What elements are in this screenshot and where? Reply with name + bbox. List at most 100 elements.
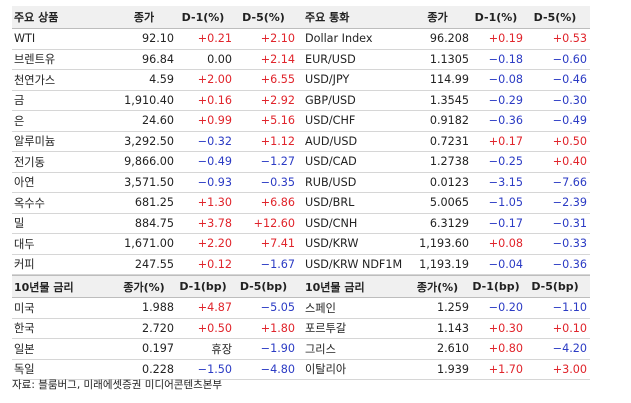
header-d5: D-5(bp) [239,280,288,293]
header-name: 주요 상품 [14,11,59,24]
table-row: 그리스 2.610 +0.80 −4.20 [301,339,590,360]
row-d5: −0.31 [552,216,587,230]
row-close: 1,910.40 [124,93,174,107]
row-d1: +2.00 [197,73,232,87]
table-row: 대두 1,671.00 +2.20 +7.41 [12,234,301,255]
row-d1: −0.18 [488,52,523,66]
row-d1: 0.00 [207,52,232,66]
header-close: 종가(%) [123,280,165,294]
row-d1: −0.25 [488,155,523,169]
row-d5: +1.12 [260,134,295,148]
header-d1: D-1(bp) [472,280,520,293]
table-row: USD/BRL 5.0065 −1.05 −2.39 [301,193,590,214]
header-d1: D-1(bp) [179,280,227,293]
header-close: 종가 [133,11,155,24]
row-close: 1,671.00 [124,237,174,251]
header-name: 10년물 금리 [14,280,74,294]
row-close: 1,193.60 [419,237,469,251]
row-name: 이탈리아 [305,363,347,377]
row-close: 9,866.00 [124,155,174,169]
table-row: GBP/USD 1.3545 −0.29 −0.30 [301,91,590,111]
table-row: EUR/USD 1.1305 −0.18 −0.60 [301,50,590,70]
row-d5: +0.50 [552,134,587,148]
row-d5: +2.92 [260,93,295,107]
table-header: 10년물 금리 종가(%) D-1(bp) D-5(bp) [12,275,301,298]
row-name: 은 [14,114,25,128]
row-name: 커피 [14,258,35,272]
table-row: USD/JPY 114.99 −0.08 −0.46 [301,70,590,91]
row-d1: −0.04 [488,257,523,271]
row-d5: +7.41 [260,237,295,251]
row-d5: −0.49 [552,114,587,128]
row-name: 한국 [14,322,35,336]
row-d1: +0.99 [197,114,232,128]
row-name: 알루미늄 [14,135,56,149]
row-close: 0.228 [141,362,174,376]
table-row: 한국 2.720 +0.50 +1.80 [12,319,301,339]
row-name: Dollar Index [305,32,373,46]
row-d1: −3.15 [488,175,523,189]
row-name: 미국 [14,301,35,315]
row-close: 681.25 [134,196,174,210]
table-row: 천연가스 4.59 +2.00 +6.55 [12,70,301,91]
row-d5: −0.36 [552,257,587,271]
table-row: USD/CNH 6.3129 −0.17 −0.31 [301,214,590,234]
row-name: 천연가스 [14,73,56,87]
row-name: 스페인 [305,301,336,315]
row-d5: −4.80 [260,362,295,376]
row-d5: +0.10 [552,321,587,335]
row-close: 1.1305 [429,52,469,66]
row-close: 96.84 [141,52,174,66]
table-header: 주요 통화 종가 D-1(%) D-5(%) [301,6,590,29]
row-close: 5.0065 [429,196,469,210]
row-name: 아연 [14,176,35,190]
row-d1: +0.16 [197,93,232,107]
row-d1: +0.80 [488,342,523,356]
row-d5: −0.33 [552,237,587,251]
row-name: USD/CNH [305,216,358,230]
row-d1: +0.19 [488,32,523,46]
table-row: 브렌트유 96.84 0.00 +2.14 [12,50,301,70]
row-d1: 휴장 [211,342,232,356]
row-close: 2.610 [436,342,469,356]
row-name: 일본 [14,342,35,356]
table-row: 금 1,910.40 +0.16 +2.92 [12,91,301,111]
row-d5: −1.27 [260,155,295,169]
bond-section: 10년물 금리 종가(%) D-1(bp) D-5(bp) 미국 1.988 +4.87 −5… [12,275,590,380]
table-row: USD/KRW NDF1M 1,193.19 −0.04 −0.36 [301,255,590,275]
row-close: 114.99 [429,73,469,87]
row-d5: +5.16 [260,114,295,128]
row-d1: +4.87 [197,301,232,315]
row-name: USD/BRL [305,196,355,210]
row-close: 1.939 [436,362,469,376]
row-close: 884.75 [134,216,174,230]
row-close: 247.55 [134,257,174,271]
row-close: 0.0123 [429,175,469,189]
row-d5: +6.86 [260,196,295,210]
table-row: 은 24.60 +0.99 +5.16 [12,111,301,132]
row-close: 3,292.50 [124,134,174,148]
row-name: 전기동 [14,155,45,169]
row-close: 24.60 [141,114,174,128]
table-row: 독일 0.228 −1.50 −4.80 [12,360,301,380]
table-row: Dollar Index 96.208 +0.19 +0.53 [301,29,590,50]
row-close: 3,571.50 [124,175,174,189]
table-row: 밀 884.75 +3.78 +12.60 [12,214,301,234]
header-close: 종가(%) [416,280,459,294]
row-name: 밀 [14,217,25,231]
row-d5: −4.20 [552,342,587,356]
row-d5: −0.30 [552,93,587,107]
header-d1: D-1(%) [474,10,518,24]
row-d1: −0.36 [488,114,523,128]
row-d1: +0.17 [488,134,523,148]
market-table: 주요 상품 종가 D-1(%) D-5(%) WTI 92.10 +0.21 +2.10 브렌트… [12,6,590,380]
row-d1: +0.12 [197,257,232,271]
row-d1: −1.50 [197,362,232,376]
row-name: AUD/USD [305,134,358,148]
header-close: 종가 [427,11,448,24]
row-d5: +2.14 [260,52,295,66]
row-close: 0.7231 [429,134,469,148]
row-close: 1,193.19 [419,257,469,271]
row-close: 1.988 [141,301,174,315]
row-name: GBP/USD [305,93,356,107]
